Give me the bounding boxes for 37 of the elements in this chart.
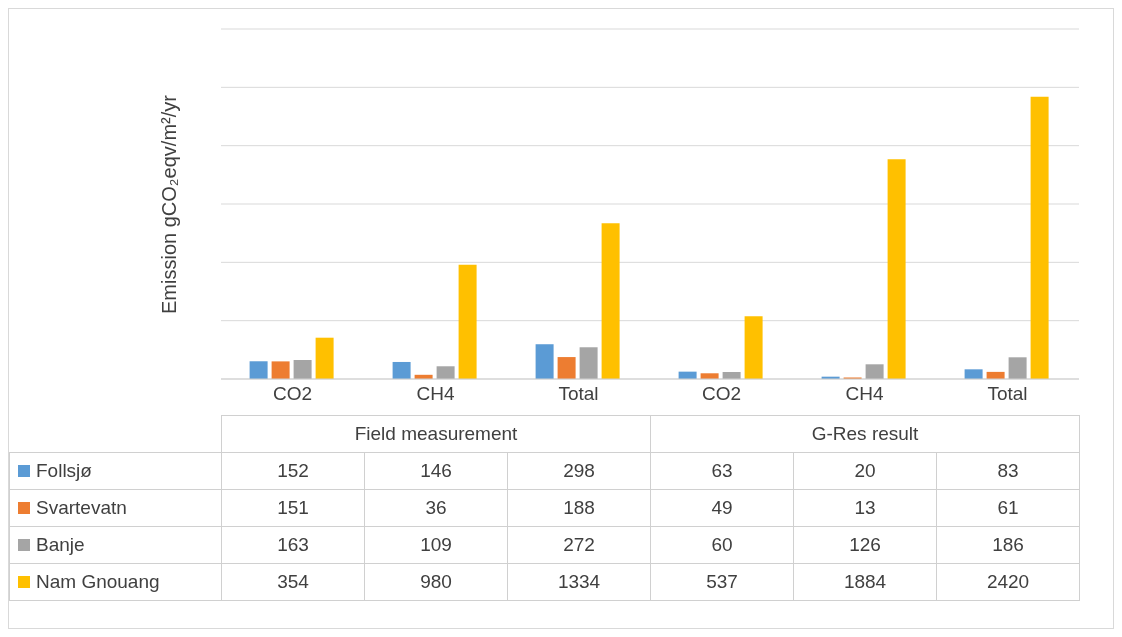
- data-label: 2420: [936, 563, 1080, 601]
- data-label: 126: [793, 526, 937, 564]
- data-label: 151: [221, 489, 365, 527]
- data-label: 60: [650, 526, 794, 564]
- data-label: 109: [364, 526, 508, 564]
- x-tick-label: CH4: [845, 383, 884, 405]
- text: G-Res result: [650, 415, 1080, 453]
- legend-label: Follsjø: [9, 452, 222, 490]
- data-label: 272: [507, 526, 651, 564]
- data-label: 61: [936, 489, 1080, 527]
- data-label: 298: [507, 452, 651, 490]
- data-label: 537: [650, 563, 794, 601]
- data-label: 63: [650, 452, 794, 490]
- data-label: 13: [793, 489, 937, 527]
- x-tick-label: Total: [987, 383, 1028, 405]
- x-tick-label: Total: [558, 383, 599, 405]
- data-label: 152: [221, 452, 365, 490]
- legend-label: Banje: [9, 526, 222, 564]
- data-label: 20: [793, 452, 937, 490]
- data-label: 354: [221, 563, 365, 601]
- legend-label: Nam Gnouang: [9, 563, 222, 601]
- legend-label: Svartevatn: [9, 489, 222, 527]
- x-tick-label: CO2: [272, 383, 313, 405]
- data-label: 146: [364, 452, 508, 490]
- x-tick-label: CO2: [701, 383, 742, 405]
- data-label: 49: [650, 489, 794, 527]
- data-label: 36: [364, 489, 508, 527]
- data-label: 188: [507, 489, 651, 527]
- text: Field measurement: [221, 415, 651, 453]
- data-label: 186: [936, 526, 1080, 564]
- data-label: 980: [364, 563, 508, 601]
- data-label: 83: [936, 452, 1080, 490]
- data-label: 1884: [793, 563, 937, 601]
- data-label: 163: [221, 526, 365, 564]
- x-tick-label: CH4: [416, 383, 455, 405]
- data-label: 1334: [507, 563, 651, 601]
- y-axis-title: Emission gCO₂eqv/m²/yr: [158, 94, 181, 314]
